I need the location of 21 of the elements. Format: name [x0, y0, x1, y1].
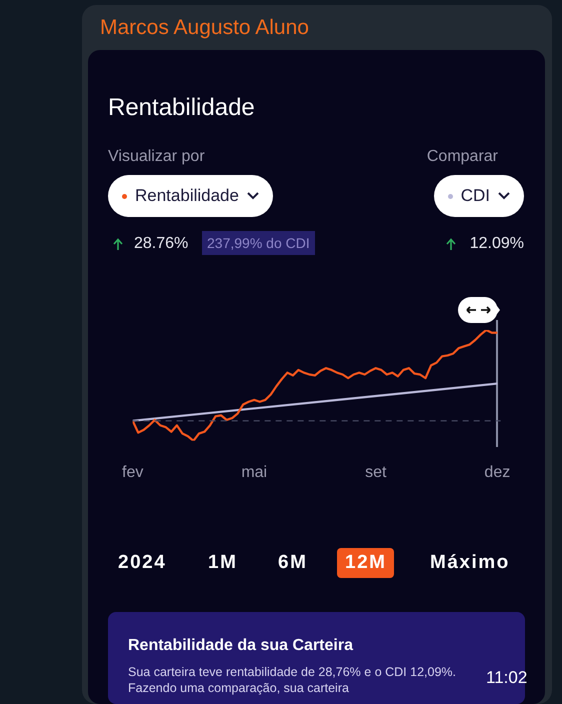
text: 11:02 [486, 668, 528, 688]
text: Rentabilidade da sua Carteira [128, 637, 353, 655]
x-tick-label: fev [122, 464, 144, 481]
text: 28.76% [134, 235, 188, 253]
text: Máximo [429, 551, 511, 575]
text: Comparar [426, 148, 498, 166]
text: Sua carteira teve rentabilidade de 28,76% e o CDI 12,09%. Fazendo uma comparação, sua carteira [128, 664, 457, 696]
text: Visualizar por [108, 148, 205, 166]
text: 6M [277, 551, 308, 575]
x-tick-label: dez [484, 464, 510, 481]
text: 12M [337, 548, 394, 578]
text: 1M [207, 551, 238, 575]
x-tick-label: mai [241, 464, 268, 481]
chart-title: Rentabilidade [108, 94, 255, 122]
legend-label: CDI [460, 186, 490, 206]
x-tick-label: set [365, 464, 387, 481]
legend-label: Rentabilidade [135, 186, 239, 206]
text: 12.09% [470, 235, 524, 253]
text: Marcos Augusto Aluno [100, 16, 309, 40]
text: 2024 [117, 551, 168, 575]
text: 237,99% do CDI [202, 231, 315, 255]
